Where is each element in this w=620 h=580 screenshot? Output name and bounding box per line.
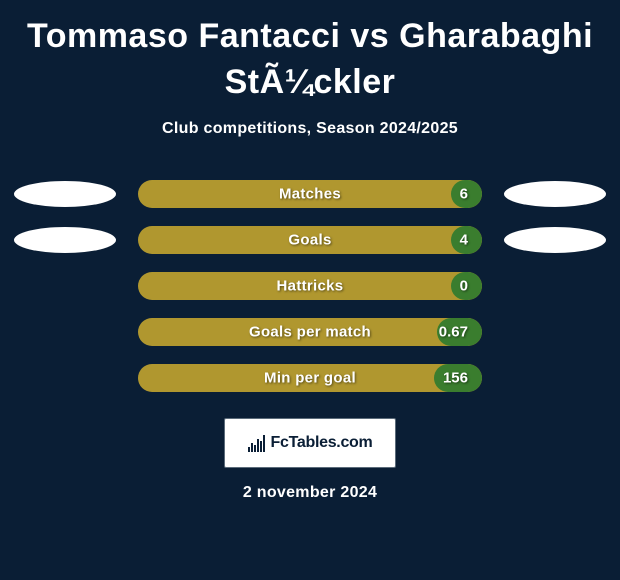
spacer — [14, 319, 116, 345]
stat-row: Min per goal 156 — [8, 364, 612, 392]
spacer — [14, 273, 116, 299]
comparison-card: Tommaso Fantacci vs Gharabaghi StÃ¼ckler… — [0, 0, 620, 580]
spacer — [504, 319, 606, 345]
stat-label: Goals per match — [249, 323, 371, 340]
stat-value-right: 0.67 — [439, 323, 468, 340]
subtitle: Club competitions, Season 2024/2025 — [162, 120, 458, 138]
stat-value-right: 4 — [460, 231, 468, 248]
stat-row: Goals 4 — [8, 226, 612, 254]
chart-icon — [248, 434, 265, 452]
stat-bar: Hattricks 0 — [138, 272, 482, 300]
stat-value-right: 0 — [460, 277, 468, 294]
player-left-marker — [14, 181, 116, 207]
logo-box: FcTables.com — [224, 418, 396, 468]
stat-row: Goals per match 0.67 — [8, 318, 612, 346]
stat-value-right: 6 — [460, 185, 468, 202]
spacer — [14, 365, 116, 391]
stats-list: Matches 6 Goals 4 Hattricks 0 Goals per match 0… — [8, 180, 612, 392]
stat-label: Min per goal — [264, 369, 356, 386]
logo-text: FcTables.com — [271, 434, 373, 452]
title-line-1: Tommaso Fantacci vs Gharabaghi — [27, 17, 593, 55]
spacer — [504, 365, 606, 391]
stat-bar: Matches 6 — [138, 180, 482, 208]
stat-row: Matches 6 — [8, 180, 612, 208]
spacer — [504, 273, 606, 299]
stat-bar: Goals per match 0.67 — [138, 318, 482, 346]
title-line-2: StÃ¼ckler — [225, 63, 396, 101]
stat-label: Matches — [279, 185, 341, 202]
stat-label: Hattricks — [277, 277, 344, 294]
stat-row: Hattricks 0 — [8, 272, 612, 300]
player-left-marker — [14, 227, 116, 253]
player-right-marker — [504, 227, 606, 253]
player-right-marker — [504, 181, 606, 207]
footer-date: 2 november 2024 — [243, 484, 377, 502]
stat-value-right: 156 — [443, 369, 468, 386]
stat-bar: Min per goal 156 — [138, 364, 482, 392]
stat-bar: Goals 4 — [138, 226, 482, 254]
page-title: Tommaso Fantacci vs Gharabaghi StÃ¼ckler — [27, 14, 593, 106]
stat-label: Goals — [288, 231, 331, 248]
